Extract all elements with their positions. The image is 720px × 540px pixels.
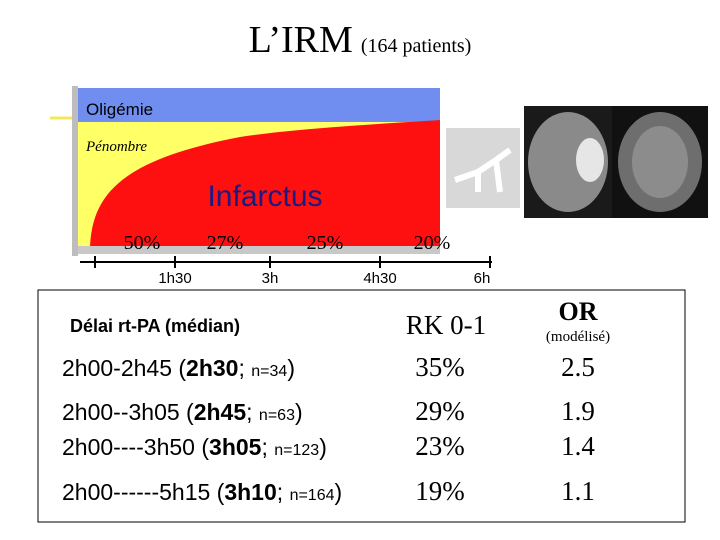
separator: ;: [277, 479, 290, 505]
separator: ;: [238, 355, 251, 381]
separator: ;: [246, 399, 259, 425]
header-or: OR: [559, 297, 598, 326]
time-label: 4h30: [363, 270, 396, 287]
title: L’IRM (164 patients): [249, 19, 472, 61]
median: 2h45: [194, 399, 247, 425]
table-frame: [37, 289, 686, 523]
table-body: 2h00-2h45 (2h30; n=34) 35% 2.5 2h00--3h05 (…: [62, 352, 595, 506]
results-table: Délai rt-PA (médian) RK 0-1 OR (modélisé…: [37, 289, 686, 523]
close: ): [287, 355, 295, 381]
infarct-zone: [90, 120, 440, 248]
delay-cell: 2h00-2h45 (2h30; n=34): [62, 355, 295, 381]
shadow: [78, 246, 440, 254]
oligemia-zone: [78, 88, 440, 122]
median: 3h10: [224, 479, 276, 505]
patient-count: n=34: [251, 363, 287, 380]
or-cell: 1.9: [561, 396, 595, 426]
close: ): [295, 399, 303, 425]
brain: [528, 112, 608, 212]
patient-count: n=123: [274, 442, 319, 459]
rk-cell: 19%: [415, 476, 465, 506]
header-rk: RK 0-1: [406, 310, 486, 340]
percentage: 27%: [207, 232, 244, 254]
zone-label: Infarctus: [207, 180, 322, 213]
median: 2h30: [186, 355, 238, 381]
patient-count: n=63: [259, 407, 295, 424]
rk-cell: 23%: [415, 431, 465, 461]
percentage: 25%: [307, 232, 344, 254]
vessels: [454, 147, 512, 193]
zone-label: Pénombre: [85, 139, 147, 155]
shadow: [72, 86, 78, 256]
delay-cell: 2h00----3h50 (3h05; n=123): [62, 434, 327, 460]
percentage: 20%: [414, 232, 451, 254]
time-label: 1h30: [158, 270, 191, 287]
diagram: Oligémie Pénombre Infarctus 50% 27% 25% …: [50, 86, 492, 287]
rk-cell: 29%: [415, 396, 465, 426]
header-delay: Délai rt-PA (médian): [70, 316, 240, 336]
delay-cell: 2h00------5h15 (3h10; n=164): [62, 479, 342, 505]
title-sub: (164 patients): [361, 35, 472, 57]
zone-label: Oligémie: [86, 100, 153, 119]
range: 2h00--3h05 (: [62, 399, 194, 425]
range: 2h00-2h45 (: [62, 355, 186, 381]
median: 3h05: [209, 434, 262, 460]
range: 2h00----3h50 (: [62, 434, 209, 460]
lesion: [576, 138, 604, 182]
title-main: L’IRM: [249, 19, 353, 61]
or-cell: 1.4: [561, 431, 595, 461]
patient-count: n=164: [290, 487, 335, 504]
delay-cell: 2h00--3h05 (2h45; n=63): [62, 399, 303, 425]
or-cell: 2.5: [561, 352, 595, 382]
close: ): [319, 434, 327, 460]
scan-images: [446, 106, 708, 218]
separator: ;: [261, 434, 274, 460]
brain-inner: [632, 126, 688, 198]
range: 2h00------5h15 (: [62, 479, 225, 505]
or-cell: 1.1: [561, 476, 595, 506]
percentage: 50%: [124, 232, 161, 254]
close: ): [335, 479, 343, 505]
rk-cell: 35%: [415, 352, 465, 382]
header-or-note: (modélisé): [546, 329, 610, 345]
time-label: 3h: [262, 270, 279, 287]
time-label: 6h: [474, 270, 491, 287]
